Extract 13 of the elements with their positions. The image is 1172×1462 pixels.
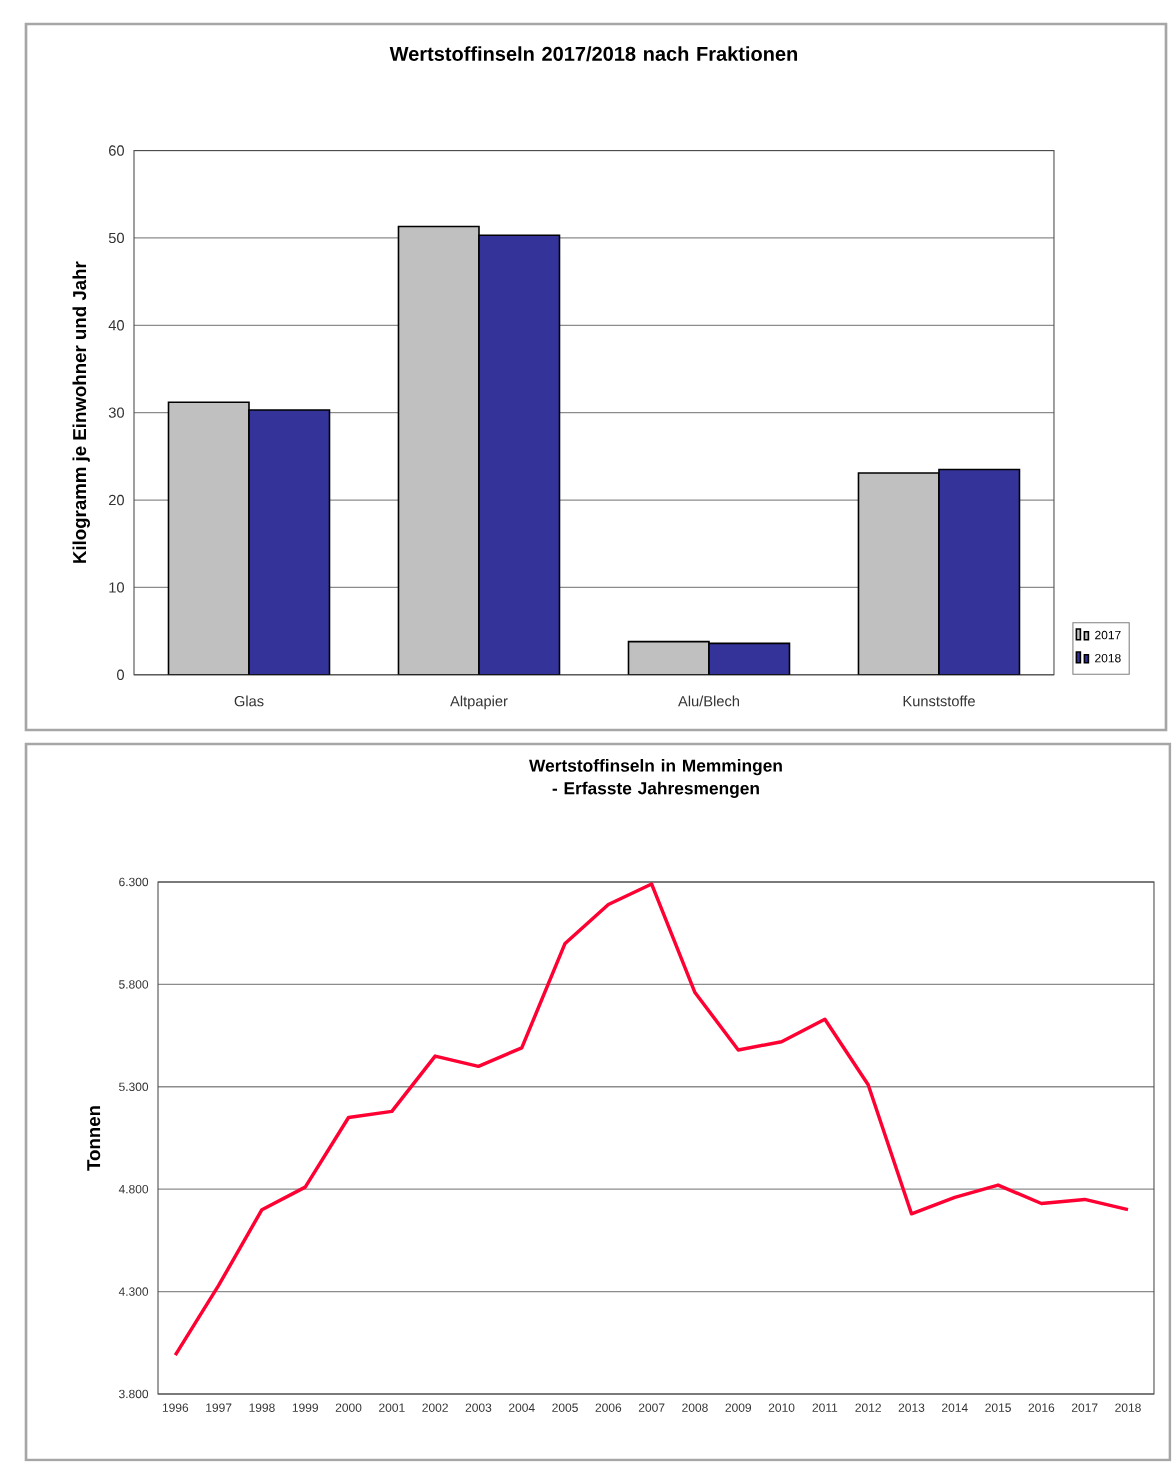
chart-title: Wertstoffinseln in Memmingen - Erfasste Jahresmengen [529,759,783,798]
bar [248,409,331,675]
bar [858,472,941,675]
chart-title: Wertstoffinseln 2017/2018 nach Fraktionen [390,46,798,62]
line-series [173,882,1131,1357]
bar [708,642,791,675]
bar [398,226,480,675]
bar [479,235,560,675]
bar [938,468,1021,675]
y-axis-title: Tonnen [87,1106,101,1171]
y-axis-title: Kilogramm je Einwohner und Jahr [72,261,91,563]
bar [628,640,711,675]
bar [168,401,251,675]
